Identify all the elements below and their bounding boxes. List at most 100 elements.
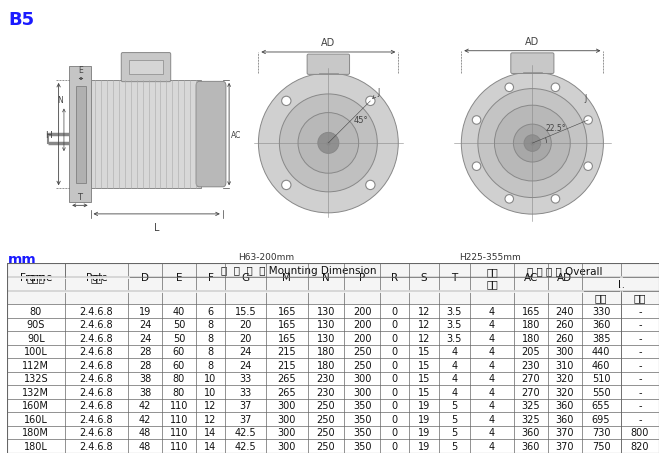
Text: 19: 19 bbox=[418, 441, 430, 451]
Text: 4: 4 bbox=[452, 347, 458, 357]
Text: 3.5: 3.5 bbox=[447, 319, 462, 329]
Text: 310: 310 bbox=[555, 360, 574, 370]
Text: 130: 130 bbox=[316, 319, 335, 329]
Text: G: G bbox=[242, 273, 250, 283]
Text: 24: 24 bbox=[240, 347, 252, 357]
Text: 12: 12 bbox=[418, 333, 430, 343]
Text: 180L: 180L bbox=[24, 441, 48, 451]
Text: 80: 80 bbox=[30, 306, 42, 316]
Bar bbox=[69, 66, 91, 203]
Circle shape bbox=[462, 73, 603, 215]
Text: 300: 300 bbox=[278, 428, 296, 438]
Text: 4: 4 bbox=[489, 319, 495, 329]
Text: 90L: 90L bbox=[27, 333, 45, 343]
Text: 0: 0 bbox=[392, 400, 398, 410]
Bar bbox=[7, 412, 659, 426]
Text: B5: B5 bbox=[8, 11, 34, 29]
Bar bbox=[7, 318, 659, 331]
Text: 132M: 132M bbox=[22, 387, 49, 397]
Text: 12: 12 bbox=[204, 414, 216, 424]
Text: 4: 4 bbox=[489, 428, 495, 438]
Text: AD: AD bbox=[557, 273, 572, 283]
Text: 820: 820 bbox=[631, 441, 649, 451]
Circle shape bbox=[551, 84, 559, 92]
Text: 2.4.6.8: 2.4.6.8 bbox=[80, 319, 113, 329]
Text: 37: 37 bbox=[240, 414, 252, 424]
Circle shape bbox=[282, 181, 291, 190]
Text: 800: 800 bbox=[631, 428, 649, 438]
Text: 440: 440 bbox=[592, 347, 610, 357]
Text: 33: 33 bbox=[240, 387, 252, 397]
Text: -: - bbox=[638, 400, 641, 410]
Text: 4: 4 bbox=[489, 333, 495, 343]
Text: 42: 42 bbox=[139, 414, 151, 424]
Text: 50: 50 bbox=[172, 319, 185, 329]
Text: 90S: 90S bbox=[27, 319, 45, 329]
Text: 200: 200 bbox=[353, 319, 372, 329]
Circle shape bbox=[282, 97, 291, 106]
Text: 19: 19 bbox=[418, 428, 430, 438]
Text: 3.5: 3.5 bbox=[447, 333, 462, 343]
Text: 250: 250 bbox=[316, 428, 335, 438]
Text: 180: 180 bbox=[521, 319, 540, 329]
Text: 6: 6 bbox=[207, 306, 214, 316]
Text: 695: 695 bbox=[592, 414, 610, 424]
Text: H: H bbox=[45, 130, 52, 139]
Text: 5: 5 bbox=[451, 400, 458, 410]
Text: 12: 12 bbox=[204, 400, 216, 410]
Text: 215: 215 bbox=[278, 360, 296, 370]
Text: 50: 50 bbox=[172, 333, 185, 343]
Text: 42: 42 bbox=[139, 400, 151, 410]
Text: 250: 250 bbox=[316, 441, 335, 451]
Text: 330: 330 bbox=[592, 306, 610, 316]
Text: 360: 360 bbox=[521, 441, 540, 451]
Text: 110: 110 bbox=[170, 441, 188, 451]
Text: 40: 40 bbox=[172, 306, 185, 316]
Text: -: - bbox=[638, 374, 641, 384]
Text: -: - bbox=[638, 414, 641, 424]
Text: E: E bbox=[176, 273, 182, 283]
Text: 165: 165 bbox=[278, 319, 296, 329]
Text: 250: 250 bbox=[316, 414, 335, 424]
Text: 160L: 160L bbox=[24, 414, 48, 424]
Text: 110: 110 bbox=[170, 428, 188, 438]
Text: J: J bbox=[377, 88, 380, 97]
Text: 15: 15 bbox=[418, 387, 430, 397]
Bar bbox=[76, 86, 87, 183]
Text: 12: 12 bbox=[418, 306, 430, 316]
Text: 14: 14 bbox=[204, 441, 216, 451]
Bar bbox=[7, 399, 659, 412]
Text: 360: 360 bbox=[555, 400, 574, 410]
Circle shape bbox=[298, 113, 358, 174]
Text: 8: 8 bbox=[207, 347, 214, 357]
Text: 20: 20 bbox=[240, 319, 252, 329]
Text: 160M: 160M bbox=[23, 400, 49, 410]
Bar bbox=[129, 61, 163, 75]
Text: 0: 0 bbox=[392, 333, 398, 343]
Text: 37: 37 bbox=[240, 400, 252, 410]
Text: 80: 80 bbox=[172, 387, 185, 397]
Text: 350: 350 bbox=[353, 400, 372, 410]
Text: 5: 5 bbox=[451, 441, 458, 451]
Text: 立式: 立式 bbox=[633, 293, 646, 303]
Text: -: - bbox=[638, 360, 641, 370]
Text: 730: 730 bbox=[592, 428, 610, 438]
Text: 2.4.6.8: 2.4.6.8 bbox=[80, 414, 113, 424]
Text: 3.5: 3.5 bbox=[447, 306, 462, 316]
Text: S: S bbox=[421, 273, 428, 283]
Text: 0: 0 bbox=[392, 360, 398, 370]
Bar bbox=[7, 359, 659, 372]
Circle shape bbox=[513, 125, 551, 163]
Text: N: N bbox=[322, 273, 330, 283]
Circle shape bbox=[472, 162, 481, 171]
Text: F: F bbox=[208, 273, 213, 283]
Text: 15: 15 bbox=[418, 360, 430, 370]
Text: T: T bbox=[77, 192, 83, 202]
Text: 2.4.6.8: 2.4.6.8 bbox=[80, 428, 113, 438]
Bar bbox=[65, 264, 128, 291]
Text: 28: 28 bbox=[139, 347, 151, 357]
Bar bbox=[91, 81, 201, 189]
Text: 180: 180 bbox=[316, 360, 335, 370]
Circle shape bbox=[505, 84, 513, 92]
Text: 300: 300 bbox=[278, 400, 296, 410]
